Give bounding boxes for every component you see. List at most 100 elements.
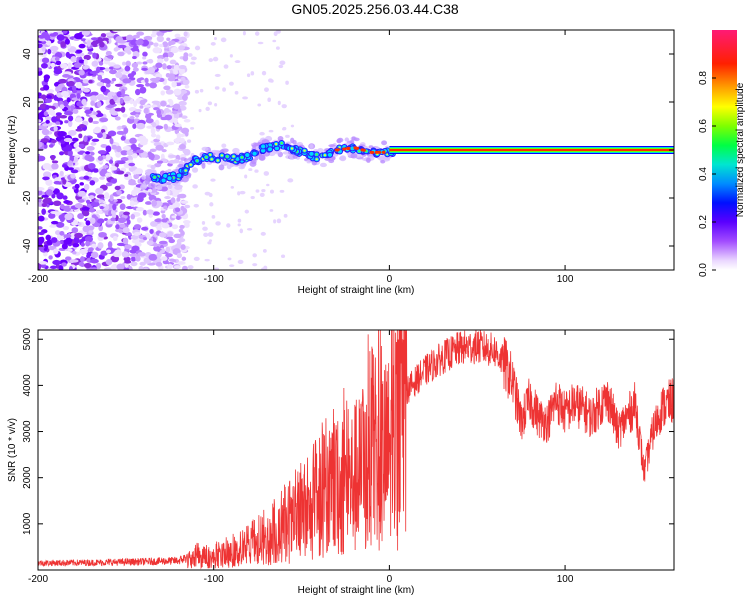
spectrogram-noise-blob [209,202,214,207]
spectrogram-noise-blob [148,253,158,261]
spectrogram-noise-blob [135,39,144,46]
spectrogram-carrier-hot [361,148,366,152]
spectrogram-noise-blob [117,39,127,44]
spectrogram-noise-blob [94,199,100,203]
spectrogram-noise-blob [115,151,122,158]
spectrogram-noise-blob [122,95,132,102]
spectrogram-noise-blob [77,198,85,203]
spectrogram-carrier-core [274,146,280,151]
spectrogram-noise-blob [246,73,251,78]
spectrogram-noise-blob [38,67,42,72]
spectrogram-noise-blob [70,169,79,174]
spectrogram-carrier-core [245,153,250,158]
spectrogram-noise-blob [77,222,82,226]
spectrogram-noise-blob [76,49,83,53]
spectrogram-noise-blob [139,261,146,266]
snr-y-tick-label: 1000 [22,512,33,535]
spectrogram-noise-blob [126,219,131,225]
spectrogram-noise-blob [181,127,190,134]
spectrogram-noise-blob [99,117,109,123]
spectrogram-noise-blob [80,256,85,263]
spectrogram-noise-blob [127,73,135,79]
spectrogram-noise-blob [78,69,85,76]
spectrogram-noise-blob [63,111,73,116]
spectrogram-carrier-hot [335,148,340,152]
spectrogram-noise-blob [74,232,83,239]
spectrogram-noise-blob [273,219,277,224]
spectrogram-carrier-core [167,176,172,181]
spectrogram-carrier-peak [315,158,318,161]
spectrogram-noise-blob [86,40,91,47]
spectrogram-noise-blob [137,252,146,257]
colorbar-tick-label: 0.8 [698,71,709,85]
spectrogram-noise-blob [151,100,161,105]
spectrogram-halo-blob [336,139,341,143]
spectrogram-carrier-peak [195,159,199,162]
spectrogram-noise-blob [57,131,66,137]
spectrogram-noise-blob [213,36,217,41]
figure-title: GN05.2025.256.03.44.C38 [291,1,459,17]
spectrogram-noise-blob [42,163,52,170]
spectrogram-noise-blob [176,132,182,139]
spectrogram-halo-blob [331,156,336,160]
spectrogram-carrier-peak [232,155,235,158]
spectrogram-noise-blob [136,84,145,88]
spectrogram-noise-blob [92,127,102,134]
spectrogram-noise-blob [105,259,113,266]
spectrogram-noise-blob [268,129,274,133]
spectrogram-noise-blob [157,54,165,60]
spectrogram-noise-blob [172,188,180,196]
spectrogram-noise-blob [97,74,103,81]
spectrogram-noise-blob [109,194,114,202]
spectrogram-noise-blob [150,133,157,138]
spectrogram-noise-blob [180,76,186,82]
spectrogram-x-tick-label: -200 [28,274,48,285]
spectrogram-noise-blob [279,60,286,66]
spectrogram-noise-blob [143,36,153,41]
spectrogram-noise-blob [116,130,125,135]
spectrogram-noise-blob [121,251,130,258]
spectrogram-noise-blob [134,88,141,96]
spectrogram-noise-blob [165,89,174,95]
spectrogram-noise-blob [204,258,210,262]
spectrogram-noise-blob [142,51,148,57]
spectrogram-noise-blob [122,113,128,118]
spectrogram-noise-blob [99,176,105,180]
spectrogram-noise-blob [145,113,152,120]
spectrogram-halo-blob [339,155,347,162]
spectrogram-noise-blob [166,141,175,146]
spectrogram-noise-blob [204,191,211,196]
spectrogram-noise-blob [84,235,93,243]
spectrogram-noise-blob [164,196,171,200]
spectrogram-noise-blob [165,253,173,258]
spectrogram-noise-blob [174,123,182,128]
spectrogram-noise-blob [269,79,274,83]
spectrogram-noise-blob [50,220,59,225]
spectrogram-noise-blob [149,221,158,227]
spectrogram-noise-blob [82,79,90,84]
spectrogram-noise-blob [62,74,71,78]
spectrogram-noise-blob [105,50,112,56]
spectrogram-noise-blob [68,265,73,270]
spectrogram-noise-blob [272,39,277,43]
spectrogram-noise-blob [130,234,139,240]
spectrogram-noise-blob [79,182,84,186]
spectrogram-x-ticks: -200 -100 0 100 [28,30,574,285]
spectrogram-noise-blob [71,85,77,92]
spectrogram-noise-blob [64,38,70,45]
spectrogram-noise-blob [171,81,177,88]
spectrogram-noise-blob [165,246,171,253]
spectrogram-noise-blob [112,203,117,211]
spectrogram-noise-blob [187,265,194,270]
spectrogram-noise-blob [194,45,201,51]
spectrogram-halo-blob [328,144,336,148]
spectrogram-carrier-peak [210,158,213,161]
spectrogram-noise-blob [229,54,233,58]
spectrogram-noise-blob [244,209,249,214]
spectrogram-noise-blob [173,88,182,96]
spectrogram-noise-blob [71,137,79,142]
spectrogram-noise-blob [110,178,118,184]
spectrogram-halo-blob [282,151,290,155]
spectrogram-noise-blob [136,217,143,223]
spectrogram-noise-blob [178,64,187,70]
